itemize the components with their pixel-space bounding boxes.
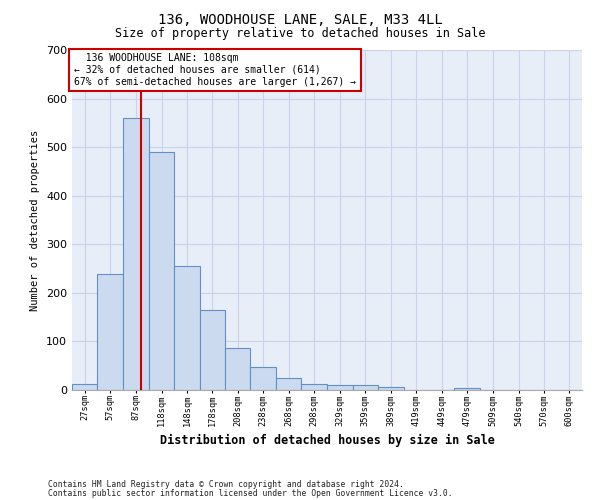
Bar — [301, 384, 328, 390]
Y-axis label: Number of detached properties: Number of detached properties — [31, 130, 40, 310]
Bar — [149, 152, 175, 390]
Bar — [175, 266, 200, 390]
Text: 136, WOODHOUSE LANE, SALE, M33 4LL: 136, WOODHOUSE LANE, SALE, M33 4LL — [158, 12, 442, 26]
X-axis label: Distribution of detached houses by size in Sale: Distribution of detached houses by size … — [160, 434, 494, 447]
Bar — [276, 378, 301, 390]
Text: 136 WOODHOUSE LANE: 108sqm
← 32% of detached houses are smaller (614)
67% of sem: 136 WOODHOUSE LANE: 108sqm ← 32% of deta… — [74, 54, 356, 86]
Bar — [97, 274, 123, 390]
Bar — [123, 118, 149, 390]
Bar — [250, 367, 276, 390]
Bar — [328, 384, 353, 390]
Bar — [378, 387, 404, 390]
Text: Size of property relative to detached houses in Sale: Size of property relative to detached ho… — [115, 28, 485, 40]
Bar — [72, 384, 97, 390]
Bar — [225, 348, 250, 390]
Text: Contains public sector information licensed under the Open Government Licence v3: Contains public sector information licen… — [48, 489, 452, 498]
Bar — [200, 310, 225, 390]
Bar — [353, 385, 378, 390]
Bar — [454, 388, 479, 390]
Text: Contains HM Land Registry data © Crown copyright and database right 2024.: Contains HM Land Registry data © Crown c… — [48, 480, 404, 489]
